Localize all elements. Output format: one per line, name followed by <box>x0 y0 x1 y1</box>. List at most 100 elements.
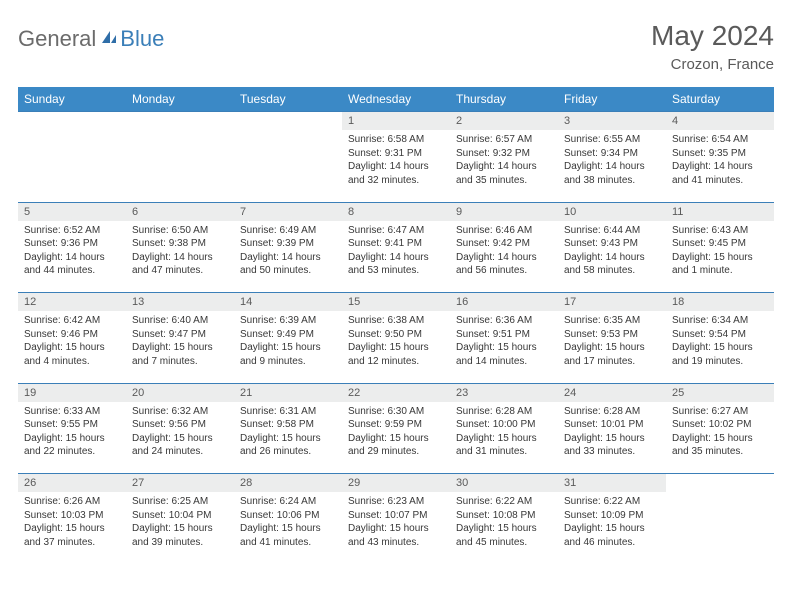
day-data: Sunrise: 6:40 AMSunset: 9:47 PMDaylight:… <box>126 311 234 374</box>
day-number: 27 <box>126 474 234 492</box>
day-number: 1 <box>342 112 450 130</box>
day-data: Sunrise: 6:39 AMSunset: 9:49 PMDaylight:… <box>234 311 342 374</box>
day-number: 30 <box>450 474 558 492</box>
sunrise-text: Sunrise: 6:46 AM <box>456 224 552 238</box>
sunrise-text: Sunrise: 6:50 AM <box>132 224 228 238</box>
sunrise-text: Sunrise: 6:35 AM <box>564 314 660 328</box>
daylight-text: Daylight: 15 hours and 9 minutes. <box>240 341 336 368</box>
sunrise-text: Sunrise: 6:49 AM <box>240 224 336 238</box>
daylight-text: Daylight: 14 hours and 35 minutes. <box>456 160 552 187</box>
sunrise-text: Sunrise: 6:58 AM <box>348 133 444 147</box>
daylight-text: Daylight: 15 hours and 33 minutes. <box>564 432 660 459</box>
day-data <box>126 130 234 139</box>
daylight-text: Daylight: 15 hours and 12 minutes. <box>348 341 444 368</box>
day-data: Sunrise: 6:36 AMSunset: 9:51 PMDaylight:… <box>450 311 558 374</box>
sunrise-text: Sunrise: 6:42 AM <box>24 314 120 328</box>
daydata-row: Sunrise: 6:52 AMSunset: 9:36 PM Daylight:… <box>18 221 774 293</box>
daylight-text: Daylight: 15 hours and 14 minutes. <box>456 341 552 368</box>
day-data: Sunrise: 6:34 AMSunset: 9:54 PMDaylight:… <box>666 311 774 374</box>
day-number <box>666 474 774 480</box>
daylight-text: Daylight: 15 hours and 46 minutes. <box>564 522 660 549</box>
day-number: 25 <box>666 384 774 402</box>
day-data: Sunrise: 6:54 AMSunset: 9:35 PMDaylight:… <box>666 130 774 193</box>
day-number: 29 <box>342 474 450 492</box>
sunrise-text: Sunrise: 6:38 AM <box>348 314 444 328</box>
weekday-header: Friday <box>558 87 666 112</box>
day-number: 23 <box>450 384 558 402</box>
sunset-text: Sunset: 9:36 PM <box>24 237 120 251</box>
day-number: 3 <box>558 112 666 130</box>
daynum-row: 567891011 <box>18 202 774 221</box>
sunset-text: Sunset: 10:06 PM <box>240 509 336 523</box>
sunrise-text: Sunrise: 6:30 AM <box>348 405 444 419</box>
logo-text-general: General <box>18 26 96 52</box>
day-number: 13 <box>126 293 234 311</box>
day-number: 11 <box>666 203 774 221</box>
day-data: Sunrise: 6:28 AMSunset: 10:01 PMDaylight… <box>558 402 666 465</box>
day-number <box>126 112 234 118</box>
logo-text-blue: Blue <box>120 26 164 52</box>
sunrise-text: Sunrise: 6:54 AM <box>672 133 768 147</box>
day-number: 5 <box>18 203 126 221</box>
weekday-header: Monday <box>126 87 234 112</box>
day-number: 22 <box>342 384 450 402</box>
sunset-text: Sunset: 10:07 PM <box>348 509 444 523</box>
daydata-row: Sunrise: 6:33 AMSunset: 9:55 PMDaylight:… <box>18 402 774 474</box>
day-data: Sunrise: 6:49 AMSunset: 9:39 PMDaylight:… <box>234 221 342 284</box>
sunrise-text: Sunrise: 6:28 AM <box>456 405 552 419</box>
sunrise-text: Sunrise: 6:47 AM <box>348 224 444 238</box>
daydata-row: Sunrise: 6:42 AMSunset: 9:46 PMDaylight:… <box>18 311 774 383</box>
daylight-text: Daylight: 15 hours and 19 minutes. <box>672 341 768 368</box>
sunset-text: Sunset: 9:50 PM <box>348 328 444 342</box>
daylight-text: Daylight: 15 hours and 1 minute. <box>672 251 768 278</box>
daylight-text: Daylight: 15 hours and 31 minutes. <box>456 432 552 459</box>
sunset-text: Sunset: 9:53 PM <box>564 328 660 342</box>
day-number: 12 <box>18 293 126 311</box>
day-data <box>666 492 774 501</box>
sunrise-text: Sunrise: 6:28 AM <box>564 405 660 419</box>
day-number <box>234 112 342 118</box>
day-data: Sunrise: 6:58 AMSunset: 9:31 PMDaylight:… <box>342 130 450 193</box>
weekday-header: Saturday <box>666 87 774 112</box>
header: General Blue May 2024 Crozon, France <box>18 20 774 73</box>
day-data: Sunrise: 6:42 AMSunset: 9:46 PMDaylight:… <box>18 311 126 374</box>
sunrise-text: Sunrise: 6:39 AM <box>240 314 336 328</box>
day-number: 9 <box>450 203 558 221</box>
day-data: Sunrise: 6:52 AMSunset: 9:36 PMDaylight:… <box>18 221 126 284</box>
day-number: 21 <box>234 384 342 402</box>
day-data: Sunrise: 6:25 AMSunset: 10:04 PMDaylight… <box>126 492 234 555</box>
sunrise-text: Sunrise: 6:52 AM <box>24 224 120 238</box>
sunset-text: Sunset: 9:59 PM <box>348 418 444 432</box>
daylight-text: Daylight: 14 hours and 56 minutes. <box>456 251 552 278</box>
sunrise-text: Sunrise: 6:55 AM <box>564 133 660 147</box>
calendar-table: Sunday Monday Tuesday Wednesday Thursday… <box>18 87 774 564</box>
day-data: Sunrise: 6:57 AMSunset: 9:32 PMDaylight:… <box>450 130 558 193</box>
sunset-text: Sunset: 10:00 PM <box>456 418 552 432</box>
weekday-header: Sunday <box>18 87 126 112</box>
daydata-row: Sunrise: 6:26 AMSunset: 10:03 PMDaylight… <box>18 492 774 564</box>
daylight-text: Daylight: 15 hours and 41 minutes. <box>240 522 336 549</box>
sunrise-text: Sunrise: 6:31 AM <box>240 405 336 419</box>
sunrise-text: Sunrise: 6:40 AM <box>132 314 228 328</box>
sunset-text: Sunset: 9:43 PM <box>564 237 660 251</box>
day-data: Sunrise: 6:31 AMSunset: 9:58 PMDaylight:… <box>234 402 342 465</box>
day-data: Sunrise: 6:27 AMSunset: 10:02 PMDaylight… <box>666 402 774 465</box>
sunset-text: Sunset: 9:56 PM <box>132 418 228 432</box>
day-number: 20 <box>126 384 234 402</box>
day-number <box>18 112 126 118</box>
day-number: 17 <box>558 293 666 311</box>
sunset-text: Sunset: 9:49 PM <box>240 328 336 342</box>
sunset-text: Sunset: 9:38 PM <box>132 237 228 251</box>
day-data: Sunrise: 6:23 AMSunset: 10:07 PMDaylight… <box>342 492 450 555</box>
weekday-header-row: Sunday Monday Tuesday Wednesday Thursday… <box>18 87 774 112</box>
sunrise-text: Sunrise: 6:34 AM <box>672 314 768 328</box>
day-number: 28 <box>234 474 342 492</box>
day-number: 6 <box>126 203 234 221</box>
sunset-text: Sunset: 9:54 PM <box>672 328 768 342</box>
day-data: Sunrise: 6:44 AMSunset: 9:43 PMDaylight:… <box>558 221 666 284</box>
day-number: 18 <box>666 293 774 311</box>
daydata-row: Sunrise: 6:58 AMSunset: 9:31 PMDaylight:… <box>18 130 774 202</box>
day-number: 31 <box>558 474 666 492</box>
sunrise-text: Sunrise: 6:23 AM <box>348 495 444 509</box>
daynum-row: 1234 <box>18 112 774 131</box>
